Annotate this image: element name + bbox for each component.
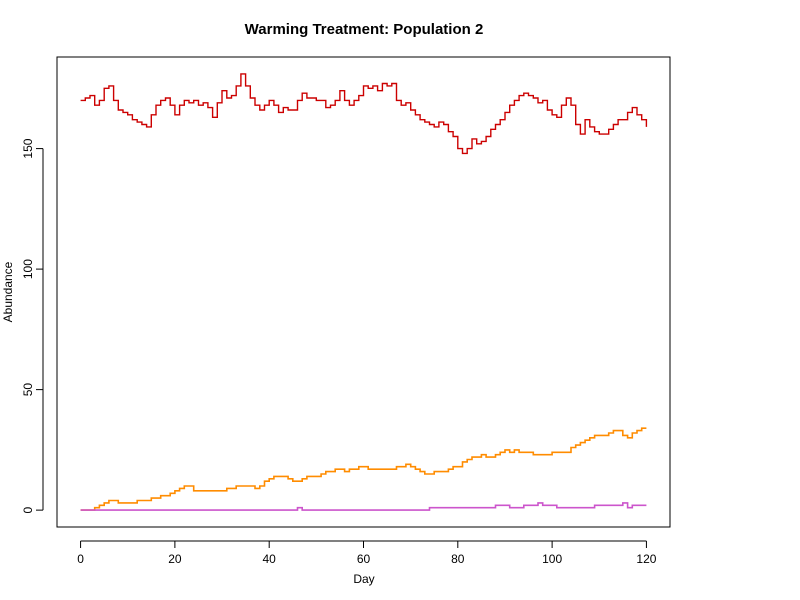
y-tick-label: 50 (21, 383, 35, 397)
series-line-1 (80, 73, 648, 155)
plot-area (56, 56, 671, 528)
x-tick-label: 100 (542, 552, 562, 566)
y-tick-label: 150 (21, 138, 35, 158)
x-tick-label: 120 (636, 552, 656, 566)
x-tick-label: 80 (451, 552, 465, 566)
series-line-2 (80, 427, 647, 511)
x-tick-label: 40 (263, 552, 277, 566)
series-layer (80, 73, 648, 511)
y-axis: 0 50 100 150 (21, 138, 44, 513)
y-axis-label: Abundance (1, 261, 15, 322)
y-tick-label: 0 (21, 506, 35, 513)
x-tick-label: 60 (357, 552, 371, 566)
x-axis-label: Day (353, 572, 374, 586)
x-tick-label: 20 (168, 552, 182, 566)
chart-title: Warming Treatment: Population 2 (245, 21, 484, 38)
y-tick-label: 100 (21, 259, 35, 279)
series-line-3 (80, 502, 647, 511)
x-axis: 0 20 40 60 80 100 120 (77, 540, 657, 566)
x-tick-label: 0 (77, 552, 84, 566)
